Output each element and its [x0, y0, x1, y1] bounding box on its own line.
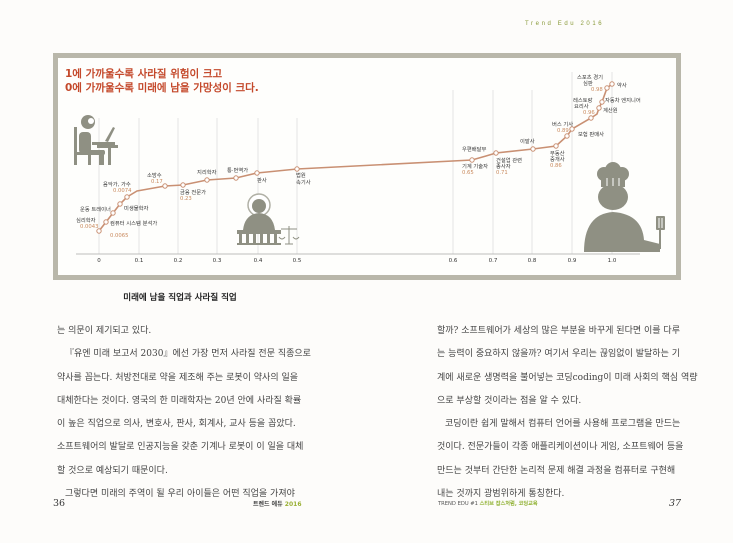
svg-text:심판: 심판 — [583, 79, 593, 87]
paragraph-line: 소프트웨어의 발달로 인공지능을 갖춘 기계나 로봇이 이 일을 대체 — [57, 442, 304, 453]
chef-icon — [584, 162, 665, 252]
svg-text:0.7: 0.7 — [489, 258, 498, 264]
gridlines — [98, 72, 613, 254]
svg-text:속기사: 속기사 — [296, 178, 311, 186]
x-tick-labels: 0 0.1 0.2 0.3 0.4 0.5 0.6 0.7 0.8 0.9 1.… — [97, 258, 617, 264]
svg-text:미생물학자: 미생물학자 — [124, 204, 148, 212]
page-number-left: 36 — [53, 498, 66, 509]
paragraph-line: 내는 것까지 광범위하게 통칭한다. — [437, 489, 565, 500]
headline-line2: 0에 가까울수록 미래에 남을 가망성이 크다. — [65, 81, 259, 94]
body-column-left: 는 의문이 제기되고 있다. 『유엔 미래 보고서 2030』에선 가장 먼저 … — [57, 320, 317, 506]
svg-text:0.0074: 0.0074 — [113, 188, 132, 194]
svg-text:0.86: 0.86 — [550, 163, 562, 169]
scales-icon — [278, 226, 300, 245]
page-number-right: 37 — [669, 498, 682, 509]
svg-text:0.2: 0.2 — [174, 258, 183, 264]
svg-text:요리사: 요리사 — [574, 102, 589, 110]
svg-text:0.23: 0.23 — [180, 196, 192, 202]
paragraph-line: 할 것으로 예상되기 때문이다. — [57, 465, 168, 476]
paragraph-line: 계에 새로운 생명력을 불어넣는 코딩coding이 미래 사회의 핵심 역량 — [437, 372, 698, 383]
paragraph-line: 이 높은 직업으로 의사, 변호사, 판사, 회계사, 교사 등을 꼽았다. — [57, 419, 296, 430]
svg-text:0.0043: 0.0043 — [80, 224, 99, 230]
paragraph-line: 는 능력이 중요하지 않을까? 여기서 우리는 끊임없이 발달하는 기 — [437, 349, 680, 360]
svg-text:이발사: 이발사 — [520, 137, 535, 145]
paragraph-line: 코딩이란 쉽게 말해서 컴퓨터 언어를 사용해 프로그램을 만드는 — [445, 419, 681, 430]
point-labels: 심리학자 컴퓨터 시스템 분석가 운동 트레이너 미생물학자 음악가, 가수 소… — [76, 73, 641, 227]
svg-text:부동산: 부동산 — [550, 149, 565, 157]
footer-left: 트렌드 에듀 2016 — [253, 499, 302, 508]
running-header: Trend Edu 2016 — [525, 21, 605, 27]
footer-publication: 트렌드 에듀 — [253, 501, 283, 508]
body-column-right: 할까? 소프트웨어가 세상의 많은 부분을 바꾸게 된다면 이를 다루 는 능력… — [437, 320, 702, 506]
svg-text:금융 전문가: 금융 전문가 — [180, 188, 206, 196]
svg-text:약사: 약사 — [617, 81, 627, 89]
svg-text:1.0: 1.0 — [608, 258, 617, 264]
svg-text:운동 트레이너: 운동 트레이너 — [80, 205, 111, 213]
footer-right: TREND EDU #1 스티브 잡스처럼, 코딩교육 — [438, 500, 538, 507]
svg-text:0.3: 0.3 — [213, 258, 222, 264]
footer-year: 2016 — [284, 501, 302, 508]
svg-text:통·번역가: 통·번역가 — [227, 166, 248, 174]
svg-text:컴퓨터 시스템 분석가: 컴퓨터 시스템 분석가 — [110, 219, 157, 227]
headline-line1: 1에 가까울수록 사라질 위험이 크고 — [65, 67, 223, 80]
svg-text:버스 기사: 버스 기사 — [552, 120, 573, 128]
svg-text:0: 0 — [97, 258, 101, 264]
svg-text:지리학자: 지리학자 — [197, 168, 217, 176]
svg-text:법원: 법원 — [296, 171, 306, 179]
svg-text:종사자: 종사자 — [496, 162, 511, 170]
svg-text:자동차 엔지니어: 자동차 엔지니어 — [605, 96, 641, 104]
svg-text:0.89: 0.89 — [557, 128, 569, 134]
risk-line — [98, 83, 613, 232]
infographic-frame — [53, 53, 681, 280]
judge-icon — [237, 193, 281, 245]
svg-text:기계 기술자: 기계 기술자 — [462, 162, 488, 170]
svg-text:소방수: 소방수 — [147, 171, 162, 179]
svg-text:계산원: 계산원 — [603, 106, 618, 114]
paragraph-line: 만드는 것부터 간단한 논리적 문제 해결 과정을 컴퓨터로 구현해 — [437, 465, 676, 476]
svg-text:0.96: 0.96 — [583, 110, 595, 116]
paragraph-line: 대체한다는 것이다. 영국의 한 미래학자는 20년 안에 사라질 확률 — [57, 395, 302, 406]
svg-text:중개사: 중개사 — [550, 155, 565, 163]
svg-text:우편배달부: 우편배달부 — [462, 145, 486, 153]
figure-caption: 미래에 남을 직업과 사라질 직업 — [123, 293, 237, 303]
footer-section-title: 스티브 잡스처럼, 코딩교육 — [479, 501, 538, 507]
svg-text:레스토랑: 레스토랑 — [573, 96, 593, 104]
svg-text:음악가, 가수: 음악가, 가수 — [103, 180, 131, 188]
paragraph-line: 그렇다면 미래의 주역이 될 우리 아이들은 어떤 직업을 가져야 — [65, 489, 295, 500]
svg-text:0.65: 0.65 — [462, 170, 474, 176]
paragraph-line: 것이다. 전문가들이 각종 애플리케이션이나 게임, 소프트웨어 등을 — [437, 442, 684, 453]
svg-text:0.71: 0.71 — [496, 170, 508, 176]
paragraph-line: 는 의문이 제기되고 있다. — [57, 326, 152, 336]
svg-text:0.4: 0.4 — [254, 258, 263, 264]
chef-hat-stripes — [606, 178, 663, 228]
svg-text:심리학자: 심리학자 — [76, 216, 96, 224]
job-risk-chart: 1에 가까울수록 사라질 위험이 크고 0에 가까울수록 미래에 남을 가망성이… — [65, 67, 665, 264]
svg-text:0.98: 0.98 — [591, 87, 603, 93]
paragraph-line: 약사를 꼽는다. 처방전대로 약을 제조해 주는 로봇이 약사의 일을 — [57, 372, 299, 383]
svg-text:0.0065: 0.0065 — [110, 233, 129, 239]
footer-series: TREND EDU #1 — [438, 501, 478, 507]
svg-text:판사: 판사 — [257, 176, 267, 184]
svg-text:0.8: 0.8 — [528, 258, 537, 264]
svg-text:보험 판매사: 보험 판매사 — [578, 130, 604, 138]
data-points — [96, 81, 615, 234]
paragraph-line: 할까? 소프트웨어가 세상의 많은 부분을 바꾸게 된다면 이를 다루 — [437, 326, 680, 336]
svg-text:0.1: 0.1 — [135, 258, 144, 264]
svg-text:스포츠 경기: 스포츠 경기 — [577, 73, 603, 81]
paragraph-line: 으로 부상할 것이라는 점을 알 수 있다. — [437, 395, 582, 406]
point-values: 0.0043 0.0065 0.0074 0.17 0.23 0.65 0.71… — [80, 87, 603, 239]
svg-text:0.17: 0.17 — [151, 179, 163, 185]
headset-icon — [88, 118, 94, 124]
office-worker-icon — [74, 115, 118, 165]
paragraph-line: 『유엔 미래 보고서 2030』에선 가장 먼저 사라질 전문 직종으로 — [65, 349, 311, 360]
svg-text:건설업 관련: 건설업 관련 — [496, 156, 522, 164]
svg-text:0.6: 0.6 — [449, 258, 458, 264]
svg-text:0.5: 0.5 — [293, 258, 302, 264]
svg-text:0.9: 0.9 — [568, 258, 577, 264]
